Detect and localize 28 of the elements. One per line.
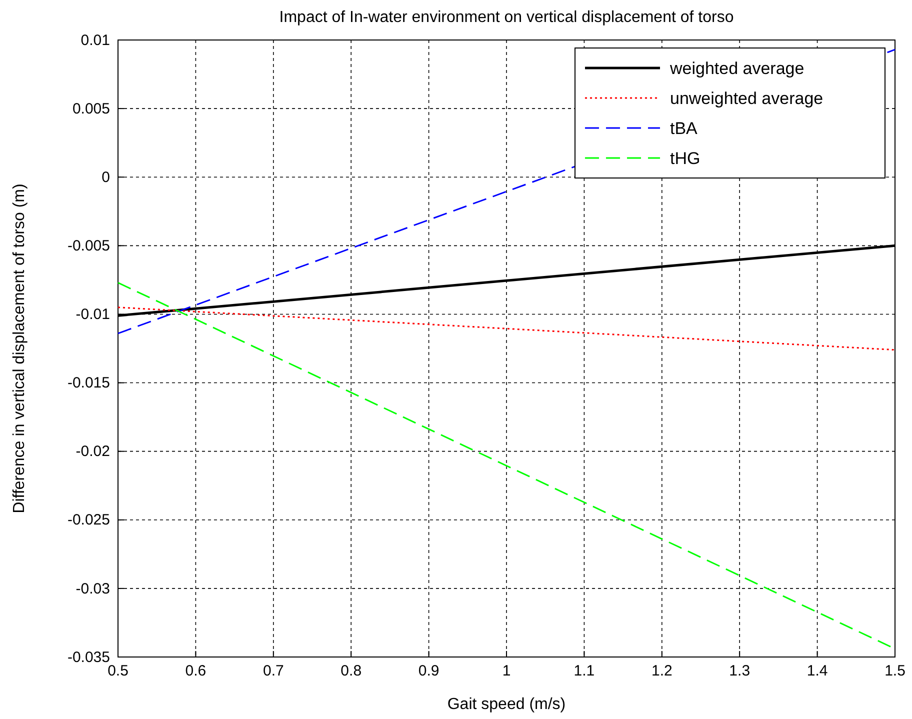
x-tick-label: 1.4	[806, 662, 828, 680]
x-tick-label: 1.5	[884, 662, 906, 680]
legend-label: tBA	[670, 119, 698, 138]
legend-label: unweighted average	[670, 89, 824, 108]
x-tick-label: 1	[502, 662, 511, 680]
y-tick-label: 0.01	[80, 32, 110, 49]
x-tick-label: 1.1	[574, 662, 595, 680]
y-axis-title: Difference in vertical displacement of torso (m)	[11, 184, 28, 514]
x-tick-label: 0.6	[185, 662, 206, 680]
x-tick-label: 0.7	[262, 662, 284, 680]
x-tick-label: 0.8	[340, 662, 362, 680]
legend-label: weighted average	[669, 59, 804, 78]
y-tick-label: -0.035	[67, 648, 110, 666]
y-tick-label: -0.015	[67, 374, 110, 392]
y-tick-label: 0.005	[72, 100, 110, 118]
x-tick-label: 1.2	[651, 662, 672, 680]
x-tick-label: 0.9	[418, 662, 440, 680]
y-tick-label: 0	[102, 168, 110, 186]
y-tick-label: -0.01	[76, 306, 110, 324]
chart-title: Impact of In-water environment on vertical displacement of torso	[279, 9, 734, 26]
legend-label: tHG	[670, 149, 700, 168]
x-tick-label: 0.5	[108, 662, 128, 680]
y-tick-label: -0.02	[76, 443, 110, 460]
x-tick-label: 1.3	[729, 662, 750, 680]
y-tick-label: -0.025	[67, 512, 110, 529]
y-tick-label: -0.005	[67, 237, 110, 254]
y-tick-label: -0.03	[76, 580, 110, 598]
x-axis-title: Gait speed (m/s)	[447, 696, 566, 713]
